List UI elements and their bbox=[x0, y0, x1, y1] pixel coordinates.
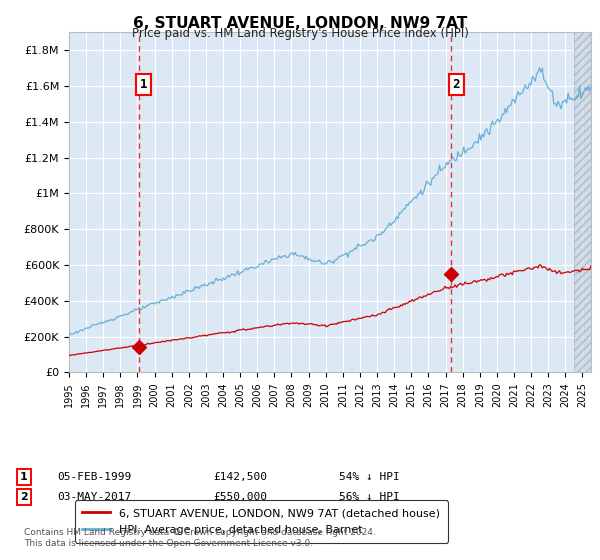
Text: 1: 1 bbox=[20, 472, 28, 482]
Text: £550,000: £550,000 bbox=[213, 492, 267, 502]
Legend: 6, STUART AVENUE, LONDON, NW9 7AT (detached house), HPI: Average price, detached: 6, STUART AVENUE, LONDON, NW9 7AT (detac… bbox=[74, 500, 448, 543]
Text: 54% ↓ HPI: 54% ↓ HPI bbox=[339, 472, 400, 482]
Text: Contains HM Land Registry data © Crown copyright and database right 2024.
This d: Contains HM Land Registry data © Crown c… bbox=[24, 528, 376, 548]
Text: 03-MAY-2017: 03-MAY-2017 bbox=[57, 492, 131, 502]
Text: 56% ↓ HPI: 56% ↓ HPI bbox=[339, 492, 400, 502]
Text: 2: 2 bbox=[452, 78, 460, 91]
Text: Price paid vs. HM Land Registry's House Price Index (HPI): Price paid vs. HM Land Registry's House … bbox=[131, 27, 469, 40]
Text: 05-FEB-1999: 05-FEB-1999 bbox=[57, 472, 131, 482]
Text: 2: 2 bbox=[20, 492, 28, 502]
Text: 6, STUART AVENUE, LONDON, NW9 7AT: 6, STUART AVENUE, LONDON, NW9 7AT bbox=[133, 16, 467, 31]
Text: £142,500: £142,500 bbox=[213, 472, 267, 482]
Text: 1: 1 bbox=[140, 78, 148, 91]
Bar bbox=[574, 32, 593, 372]
